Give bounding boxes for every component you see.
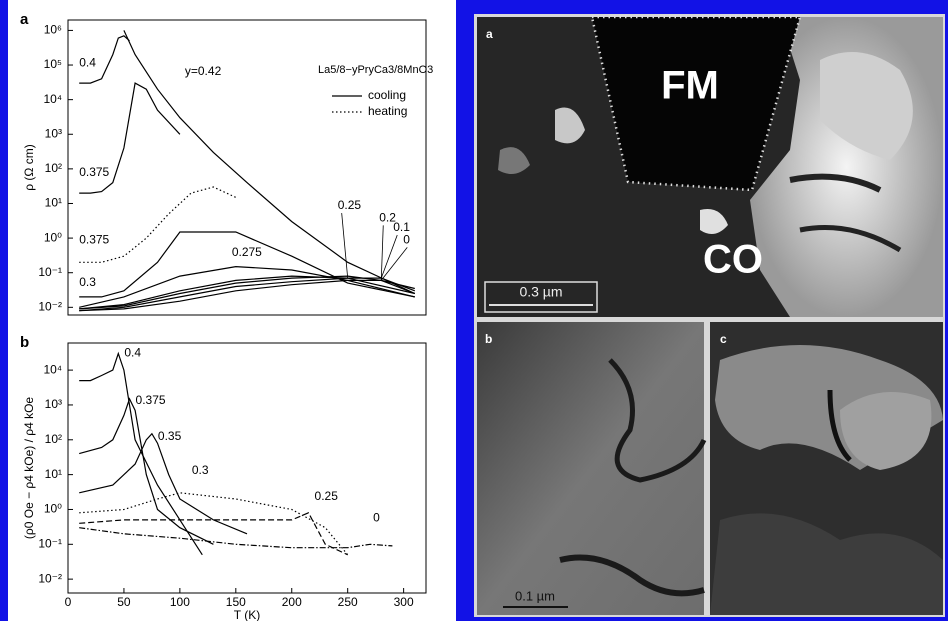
legend-label: heating bbox=[368, 104, 407, 118]
x-axis-label: T (K) bbox=[234, 608, 260, 621]
x-tick-label: 250 bbox=[338, 595, 358, 609]
leader-line bbox=[341, 213, 349, 279]
series-label: 0.275 bbox=[232, 245, 262, 259]
series-label: 0.35 bbox=[158, 429, 182, 443]
micrograph-b bbox=[477, 322, 707, 615]
panel-label: a bbox=[20, 11, 29, 28]
x-tick-label: 0 bbox=[65, 595, 72, 609]
panel-label: b bbox=[20, 334, 29, 351]
data-line bbox=[79, 432, 248, 535]
series-label: 0.4 bbox=[79, 55, 96, 69]
y-axis-label: ρ (Ω cm) bbox=[22, 144, 36, 190]
x-tick-label: 150 bbox=[226, 595, 246, 609]
plot-frame bbox=[67, 19, 427, 316]
plot-frame bbox=[67, 342, 427, 594]
x-tick-label: 50 bbox=[117, 595, 131, 609]
micrograph-a bbox=[477, 15, 943, 317]
series-label: 0.375 bbox=[136, 393, 166, 407]
data-line bbox=[79, 492, 349, 556]
scale-bar-label: 0.1 µm bbox=[515, 588, 555, 603]
x-tick-label: 300 bbox=[394, 595, 414, 609]
y-axis-label: (ρ0 Oe − ρ4 kOe) / ρ4 kOe bbox=[22, 397, 36, 540]
y-tick-label: 10³ bbox=[45, 397, 62, 411]
panel-label: b bbox=[485, 332, 492, 346]
data-line bbox=[79, 279, 415, 312]
series-label: 0.1 bbox=[393, 220, 410, 234]
x-tick-label: 200 bbox=[282, 595, 302, 609]
series-label: 0.4 bbox=[124, 346, 141, 360]
leader-line bbox=[380, 247, 408, 281]
y-tick-label: 10⁴ bbox=[43, 92, 62, 106]
y-tick-label: 10⁻² bbox=[38, 571, 62, 585]
y-tick-label: 10⁶ bbox=[44, 23, 62, 37]
y-tick-label: 10³ bbox=[45, 126, 62, 140]
y-tick-label: 10¹ bbox=[45, 467, 62, 481]
annotation: CO bbox=[703, 238, 763, 282]
data-line bbox=[79, 351, 203, 556]
y-tick-label: 10⁵ bbox=[44, 57, 62, 71]
y-tick-label: 10¹ bbox=[45, 196, 62, 210]
y-tick-label: 10⁻¹ bbox=[38, 536, 62, 550]
data-line bbox=[79, 512, 348, 556]
y-tick-label: 10² bbox=[45, 161, 62, 175]
scale-bar-label: 0.3 µm bbox=[519, 284, 562, 300]
x-tick-label: 100 bbox=[170, 595, 190, 609]
data-line bbox=[79, 186, 237, 263]
y-tick-label: 10⁰ bbox=[44, 230, 62, 244]
y-tick-label: 10⁻¹ bbox=[38, 265, 62, 279]
annotation: FM bbox=[661, 64, 719, 108]
panel-label: a bbox=[486, 27, 493, 41]
chart-title: La5/8−yPryCa3/8MnO3 bbox=[318, 64, 433, 76]
data-line bbox=[123, 30, 416, 295]
series-label: 0.2 bbox=[379, 211, 396, 225]
series-label: 0.25 bbox=[315, 489, 339, 503]
micrograph-c bbox=[710, 322, 943, 615]
data-line bbox=[79, 275, 416, 310]
series-label: 0.3 bbox=[192, 463, 209, 477]
series-label: 0 bbox=[373, 510, 380, 524]
leader-line bbox=[380, 234, 398, 279]
data-line bbox=[79, 527, 393, 549]
series-label: y=0.42 bbox=[185, 64, 222, 78]
y-tick-label: 10² bbox=[45, 432, 62, 446]
series-label: 0.25 bbox=[338, 198, 362, 212]
series-label: 0 bbox=[403, 233, 410, 247]
legend-label: cooling bbox=[368, 88, 406, 102]
series-label: 0.375 bbox=[79, 165, 109, 179]
data-line bbox=[79, 231, 415, 298]
y-tick-label: 10⁰ bbox=[44, 502, 62, 516]
y-tick-label: 10⁴ bbox=[43, 362, 62, 376]
leader-line bbox=[380, 225, 384, 281]
data-line bbox=[79, 277, 416, 312]
panel-label: c bbox=[720, 332, 727, 346]
data-line bbox=[79, 397, 214, 545]
series-label: 0.375 bbox=[79, 232, 109, 246]
series-label: 0.3 bbox=[79, 275, 96, 289]
data-line bbox=[79, 82, 181, 194]
data-line bbox=[79, 35, 130, 84]
y-tick-label: 10⁻² bbox=[38, 299, 62, 313]
